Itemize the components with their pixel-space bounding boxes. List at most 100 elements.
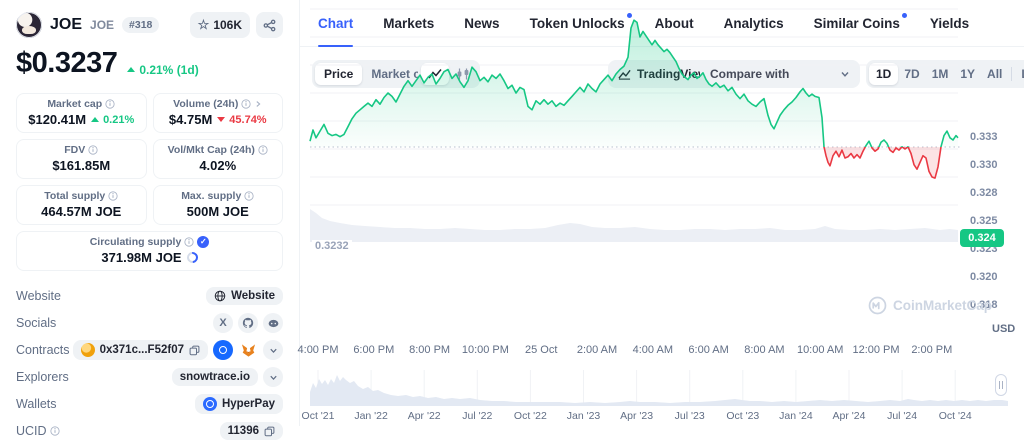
date-tick-label: Jul '24 bbox=[887, 410, 918, 422]
time-tick-label: 8:00 PM bbox=[409, 344, 451, 356]
info-icon[interactable] bbox=[49, 426, 60, 436]
stat-market-cap: Market cap $120.41M 0.21% bbox=[16, 93, 147, 133]
contracts-row: Contracts 0x371c...F52f07 bbox=[16, 339, 283, 361]
socials-row: Socials X bbox=[16, 312, 283, 334]
range-1y-button[interactable]: 1Y bbox=[954, 63, 981, 85]
range-all-button[interactable]: All bbox=[981, 63, 1008, 85]
time-axis: 4:00 PM 6:00 PM 8:00 PM 10:00 PM 25 Oct 2:00 … bbox=[297, 344, 1024, 358]
price-toggle-button[interactable]: Price bbox=[315, 63, 363, 85]
globe-icon bbox=[214, 290, 226, 302]
share-icon bbox=[263, 19, 276, 31]
explorers-expand-button[interactable] bbox=[263, 367, 283, 387]
price-tick-label: 0.330 bbox=[970, 159, 998, 171]
date-tick-label: Jan '24 bbox=[779, 410, 813, 422]
info-icon[interactable] bbox=[241, 99, 251, 109]
tab-token-unlocks[interactable]: Token Unlocks bbox=[530, 0, 632, 47]
range-slider-handle[interactable] bbox=[995, 374, 1007, 396]
price-tick-label: 0.325 bbox=[970, 215, 998, 227]
date-tick-label: Jan '23 bbox=[566, 410, 601, 422]
add-to-wallet-icon[interactable] bbox=[213, 340, 233, 360]
current-price-badge: 0.324 bbox=[960, 228, 1004, 247]
github-icon[interactable] bbox=[238, 313, 258, 333]
verified-check-icon: ✓ bbox=[197, 236, 210, 248]
info-icon[interactable] bbox=[88, 145, 98, 155]
coin-sidebar: JOE JOE #318 ☆ 106K $0.3237 0.21% (1d) Ma… bbox=[0, 0, 300, 440]
range-1d-button[interactable]: 1D bbox=[869, 63, 899, 85]
coin-header: JOE JOE #318 ☆ 106K bbox=[16, 12, 283, 38]
date-axis: Oct '21 Jan '22 Apr '22 Jul '22 Oct '22 Jan '… bbox=[300, 410, 1024, 424]
progress-ring-icon bbox=[184, 249, 200, 266]
coin-symbol: JOE bbox=[90, 18, 115, 32]
tab-analytics[interactable]: Analytics bbox=[723, 15, 784, 31]
arrow-up-icon bbox=[127, 67, 136, 72]
info-icon[interactable] bbox=[244, 191, 254, 201]
hyperpay-icon bbox=[202, 397, 217, 411]
date-tick-label: Oct '24 bbox=[938, 410, 972, 422]
candle-chart-type-button[interactable] bbox=[449, 63, 477, 85]
date-tick-label: Apr '24 bbox=[832, 410, 866, 422]
explorer-pill[interactable]: snowtrace.io bbox=[171, 368, 258, 386]
chart-area: 0.3232 0.333 0.330 0.328 0.325 0.323 0.320 0.3… bbox=[297, 0, 1024, 426]
price-chart[interactable] bbox=[300, 0, 1024, 246]
range-7d-button[interactable]: 7D bbox=[898, 63, 925, 85]
time-tick-label: 2:00 PM bbox=[911, 344, 953, 356]
info-icon[interactable] bbox=[258, 145, 268, 155]
range-1m-button[interactable]: 1M bbox=[926, 63, 955, 85]
time-tick-label: 25 Oct bbox=[524, 344, 558, 356]
price-row: $0.3237 0.21% (1d) bbox=[16, 47, 283, 80]
tab-markets[interactable]: Markets bbox=[383, 15, 435, 31]
candlestick-icon bbox=[457, 68, 469, 80]
time-tick-label: 4:00 PM bbox=[297, 344, 339, 356]
share-button[interactable] bbox=[256, 12, 283, 38]
tab-chart[interactable]: Chart bbox=[318, 0, 354, 47]
time-tick-label: 10:00 AM bbox=[796, 344, 844, 356]
info-icon[interactable] bbox=[184, 237, 194, 247]
wallet-pill[interactable]: HyperPay bbox=[194, 394, 283, 414]
joe-logo bbox=[16, 12, 42, 38]
chevron-down-icon bbox=[269, 348, 277, 353]
time-tick-label: 12:00 PM bbox=[852, 344, 900, 356]
time-tick-label: 6:00 PM bbox=[353, 344, 395, 356]
price-change: 0.21% (1d) bbox=[127, 63, 199, 77]
ucid-pill[interactable]: 11396 bbox=[219, 422, 283, 440]
range-preview-chart[interactable] bbox=[300, 368, 1024, 408]
coin-price: $0.3237 bbox=[16, 47, 118, 79]
discord-icon[interactable] bbox=[263, 313, 283, 333]
contracts-expand-button[interactable] bbox=[263, 340, 283, 360]
chevron-right-icon bbox=[256, 101, 261, 107]
tab-similar-coins[interactable]: Similar Coins bbox=[814, 0, 907, 47]
tab-about[interactable]: About bbox=[654, 15, 694, 31]
log-scale-button[interactable]: LOG bbox=[1015, 63, 1024, 85]
chevron-down-icon bbox=[269, 375, 277, 380]
website-button[interactable]: Website bbox=[206, 287, 283, 305]
currency-axis-label: USD bbox=[992, 323, 1016, 335]
tab-yields[interactable]: Yields bbox=[929, 15, 970, 31]
link-rows: Website Website Socials X Contracts bbox=[16, 285, 283, 442]
copy-icon[interactable] bbox=[264, 426, 275, 437]
time-tick-label: 10:00 PM bbox=[461, 344, 509, 356]
stat-fdv: FDV $161.85M bbox=[16, 139, 147, 179]
price-tick-label: 0.328 bbox=[970, 187, 998, 199]
copy-icon[interactable] bbox=[189, 345, 200, 356]
stat-total-supply: Total supply 464.57M JOE bbox=[16, 185, 147, 225]
coin-name: JOE bbox=[50, 16, 83, 33]
date-tick-label: Jul '22 bbox=[462, 410, 493, 422]
date-tick-label: Oct '23 bbox=[726, 410, 760, 422]
main-panel: Chart Markets News Token Unlocks About A… bbox=[297, 0, 1024, 426]
price-tick-label: 0.318 bbox=[970, 299, 998, 311]
date-tick-label: Oct '22 bbox=[513, 410, 547, 422]
info-icon[interactable] bbox=[105, 99, 115, 109]
info-icon[interactable] bbox=[108, 191, 118, 201]
metamask-icon[interactable] bbox=[238, 340, 258, 360]
time-tick-label: 2:00 AM bbox=[576, 344, 618, 356]
stat-circulating-supply: Circulating supply ✓ 371.98M JOE bbox=[16, 231, 283, 271]
divider bbox=[1011, 67, 1013, 81]
stat-volume-24h[interactable]: Volume (24h) $4.75M 45.74% bbox=[152, 93, 283, 133]
contract-address-pill[interactable]: 0x371c...F52f07 bbox=[72, 340, 208, 360]
tab-news[interactable]: News bbox=[464, 15, 500, 31]
x-twitter-icon[interactable]: X bbox=[213, 313, 233, 333]
website-row: Website Website bbox=[16, 285, 283, 307]
stat-max-supply: Max. supply 500M JOE bbox=[152, 185, 283, 225]
watchlist-button[interactable]: ☆ 106K bbox=[189, 12, 250, 38]
watermark: CoinMarketCap bbox=[868, 296, 992, 315]
